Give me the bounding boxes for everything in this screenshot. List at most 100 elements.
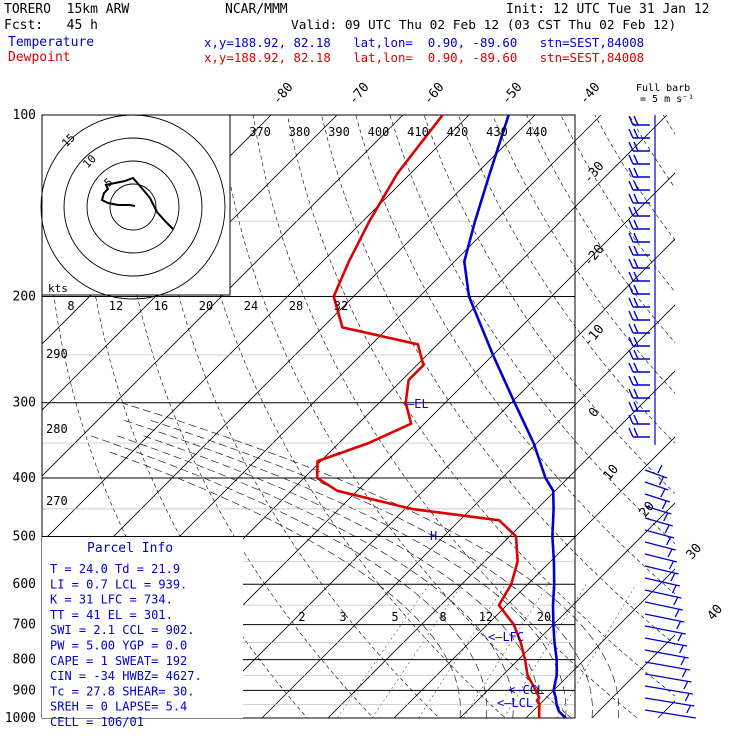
isotherm-line	[261, 304, 675, 718]
wind-barb-flag	[628, 310, 634, 321]
parcel-marker: H	[430, 529, 437, 543]
full-barb-label: Full barb	[636, 83, 691, 94]
wind-barb-flag	[633, 401, 639, 412]
wind-barb-flag	[633, 414, 639, 425]
wind-barb-low	[644, 649, 689, 659]
wind-barb-low-flag	[664, 524, 670, 534]
wind-barb-low-flag	[676, 620, 682, 630]
forecast-hour: Fcst: 45 h	[4, 18, 98, 33]
wind-barb-low-flag	[658, 476, 665, 486]
wind-barb-flag	[628, 245, 634, 256]
isotherm-label: -50	[499, 80, 526, 108]
wind-barb-flag	[633, 219, 639, 230]
parcel-row: LI = 0.7 LCL = 939.	[50, 577, 187, 591]
moist-adiabat	[121, 419, 567, 718]
hodograph-speed-label: 24	[244, 299, 258, 313]
wind-barb-low	[644, 625, 686, 635]
wind-barb-flag	[633, 336, 639, 347]
wind-barb-flag	[628, 154, 634, 165]
isotherm-label: 20	[637, 499, 659, 521]
isotherm-label: -40	[577, 80, 604, 108]
mixing-ratio-label: 20	[537, 610, 551, 624]
wind-barb-flag	[633, 271, 639, 282]
parcel-row: PW = 5.00 YGP = 0.0	[50, 639, 187, 653]
pressure-tick-label: 700	[13, 618, 36, 633]
hodograph-speed-label: 20	[199, 299, 213, 313]
wind-barb-flag	[633, 167, 639, 178]
parcel-row: CAPE = 1 SWEAT= 192	[50, 654, 187, 668]
isotherm-label: 10	[601, 462, 623, 484]
wind-barb-low-flag	[686, 704, 692, 714]
parcel-row: TT = 41 EL = 301.	[50, 608, 173, 622]
theta-side-label: 290	[46, 347, 68, 361]
wind-barb-flag	[628, 232, 634, 243]
wind-barb-low	[644, 577, 681, 587]
isotherm-line	[327, 370, 675, 718]
wind-barb-low-flag	[680, 656, 686, 666]
isotherm-label: -30	[581, 159, 608, 187]
hodograph-ring	[109, 183, 157, 231]
wind-barb-flag	[628, 128, 634, 139]
wind-barb-low	[644, 697, 695, 707]
wind-barb-flag	[628, 414, 634, 425]
dry-adiabat	[594, 115, 675, 241]
lfc-annotation: <–LFC	[488, 630, 524, 644]
wind-barb-flag	[633, 375, 639, 386]
isotherm-line	[459, 502, 675, 718]
parcel-box-bg	[42, 537, 243, 718]
lcl-annotation: <–LCL	[497, 696, 533, 710]
isotherm-label: -70	[346, 80, 373, 108]
ccl-annotation: <–CCL	[508, 683, 544, 697]
wind-barb-flag	[628, 297, 634, 308]
isotherm-line	[42, 115, 338, 411]
mixing-ratio-label: 5	[391, 610, 398, 624]
hodograph-speed-label: 8	[67, 299, 74, 313]
parcel-row: CELL = 106/01	[50, 715, 144, 729]
dry-adiabat	[252, 115, 638, 718]
isotherm-line	[195, 238, 675, 718]
wind-barb-flag	[633, 362, 639, 373]
wind-barb-low-flag	[673, 596, 679, 606]
theta-label: 390	[328, 125, 350, 139]
dry-adiabat	[662, 115, 675, 135]
wind-barb-flag	[628, 388, 634, 399]
isotherm-label: -20	[581, 242, 608, 270]
hodograph-speed-label: 16	[154, 299, 168, 313]
dry-adiabat	[355, 115, 675, 595]
theta-label: 430	[486, 125, 508, 139]
wind-barb-low	[644, 529, 675, 539]
wind-barb-flag	[633, 310, 639, 321]
dewpoint-location: x,y=188.92, 82.18 lat,lon= 0.90, -89.60 …	[204, 50, 645, 65]
theta-label: 370	[249, 125, 271, 139]
dry-adiabat	[457, 115, 675, 444]
dewpoint-legend: Dewpoint	[8, 50, 71, 65]
wind-barb-low	[644, 493, 671, 503]
mixing-ratio-line	[372, 584, 463, 718]
theta-side-label: 280	[46, 422, 68, 436]
dry-adiabat	[492, 115, 675, 394]
wind-barb-flag	[628, 206, 634, 217]
wind-barb-flag	[633, 193, 639, 204]
wind-barb-low	[644, 637, 688, 647]
wind-barb-low	[644, 517, 673, 527]
temperature-location: x,y=188.92, 82.18 lat,lon= 0.90, -89.60 …	[204, 35, 645, 50]
moist-adiabat	[148, 419, 593, 718]
dry-adiabat	[287, 115, 675, 697]
parcel-title: Parcel Info	[87, 541, 173, 556]
wind-barb-flag	[628, 401, 634, 412]
isotherm-line	[42, 115, 470, 543]
pressure-tick-label: 200	[13, 290, 36, 305]
dry-adiabat	[423, 115, 675, 494]
wind-barb-flag	[628, 336, 634, 347]
dewpoint-trace	[315, 114, 541, 718]
mixing-ratio-label: 12	[479, 610, 493, 624]
temperature-legend: Temperature	[8, 35, 95, 50]
theta-label: 410	[407, 125, 429, 139]
isotherm-label: -60	[421, 80, 448, 108]
isotherm-line	[393, 436, 675, 718]
dry-adiabat	[732, 115, 740, 731]
parcel-row: K = 31 LFC = 734.	[50, 593, 173, 607]
mixing-ratio-line	[463, 584, 549, 718]
hodograph-ring	[40, 114, 226, 300]
